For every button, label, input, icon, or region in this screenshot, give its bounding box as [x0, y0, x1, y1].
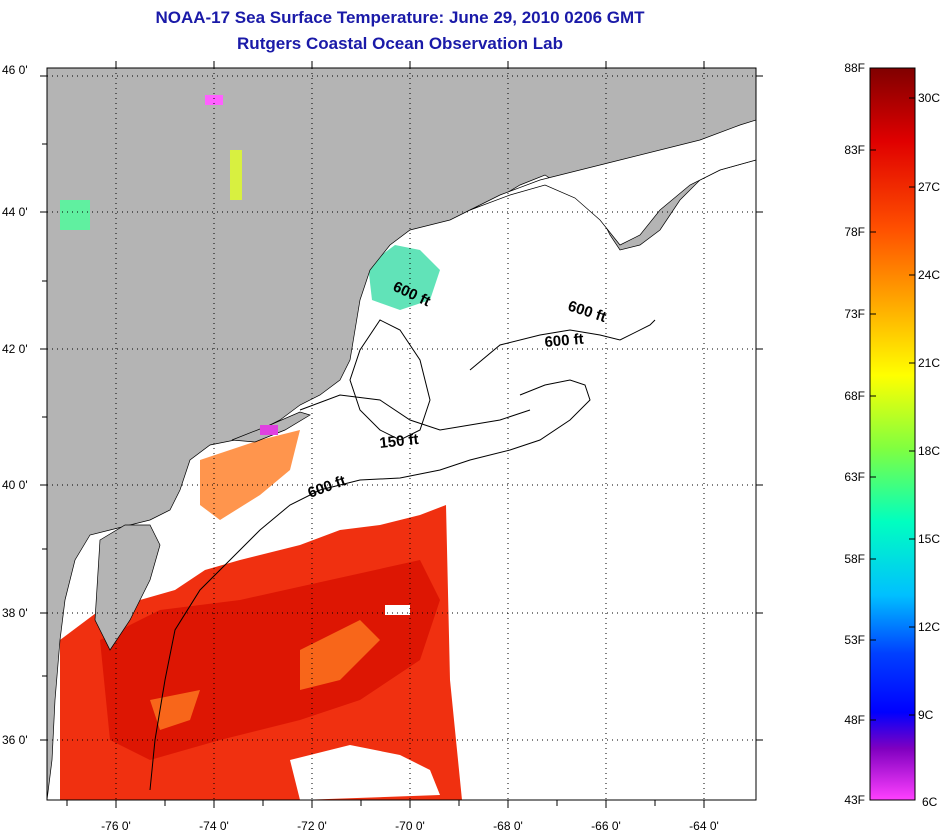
colorbar-ticks	[870, 97, 915, 721]
land-delmarva	[94, 524, 161, 651]
colorbar-c-label: 24C	[918, 268, 940, 282]
sst-cool-patch-maine	[368, 245, 440, 310]
map-frame	[46, 67, 757, 801]
inland-sst-pixels-2	[260, 425, 278, 435]
contour-label: 600 ft	[544, 331, 585, 351]
inland-sst-lake-ontario	[60, 200, 90, 230]
contour-gulf-maine	[349, 319, 431, 441]
land-nova-scotia-gap	[469, 119, 756, 246]
lon-label: -70 0'	[395, 819, 425, 833]
colorbar-f-label: 68F	[844, 389, 865, 403]
lat-label: 46 0'	[2, 63, 28, 77]
inland-sst-lake-champlain	[230, 150, 242, 200]
colorbar-f-label: 48F	[844, 713, 865, 727]
contour-georges	[469, 319, 656, 371]
lon-label: -74 0'	[199, 819, 229, 833]
lat-label: 40 0'	[2, 478, 28, 492]
colorbar-f-label: 88F	[844, 61, 865, 75]
sst-cloud-gaps	[290, 605, 440, 800]
colorbar-c-label: 18C	[918, 444, 940, 458]
colorbar-f-label: 83F	[844, 143, 865, 157]
colorbar-c-label: 30C	[918, 91, 940, 105]
colorbar-c-label: 21C	[918, 356, 940, 370]
sst-orange-patches	[150, 430, 380, 730]
colorbar-f-label: 73F	[844, 307, 865, 321]
colorbar-c-label: 9C	[918, 708, 934, 722]
colorbar-f-label: 63F	[844, 470, 865, 484]
colorbar-c-label: 6C	[922, 795, 938, 809]
map-title: NOAA-17 Sea Surface Temperature: June 29…	[155, 8, 645, 27]
lon-label: -76 0'	[101, 819, 131, 833]
lat-label: 44 0'	[2, 205, 28, 219]
colorbar-c-label: 15C	[918, 532, 940, 546]
lat-label: 38 0'	[2, 606, 28, 620]
lat-label: 42 0'	[2, 342, 28, 356]
colorbar-c-label: 12C	[918, 620, 940, 634]
map-subtitle: Rutgers Coastal Ocean Observation Lab	[237, 34, 563, 53]
land-north-america	[47, 68, 756, 800]
colorbar-c-label: 27C	[918, 180, 940, 194]
contour-label: 150 ft	[379, 431, 420, 452]
lon-label: -68 0'	[493, 819, 523, 833]
colorbar	[869, 67, 916, 801]
contour-shelf-break	[149, 379, 591, 791]
lon-label: -72 0'	[297, 819, 327, 833]
colorbar-f-label: 78F	[844, 225, 865, 239]
lon-label: -64 0'	[689, 819, 719, 833]
lon-label: -66 0'	[591, 819, 621, 833]
contour-inner	[299, 394, 531, 431]
map-grid	[47, 68, 756, 800]
map-ticks	[40, 61, 763, 808]
colorbar-f-label: 43F	[844, 793, 865, 807]
lat-label: 36 0'	[2, 733, 28, 747]
inland-sst-pixels	[205, 95, 223, 105]
colorbar-f-label: 58F	[844, 552, 865, 566]
colorbar-f-label: 53F	[844, 633, 865, 647]
